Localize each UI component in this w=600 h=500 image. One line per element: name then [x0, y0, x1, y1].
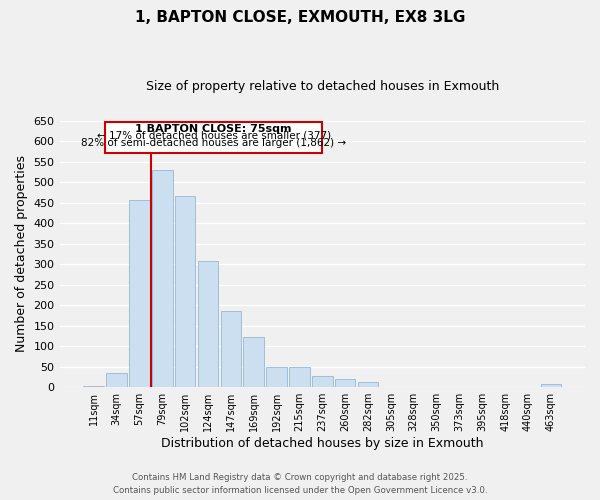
Bar — [83, 386, 104, 387]
Title: Size of property relative to detached houses in Exmouth: Size of property relative to detached ho… — [146, 80, 499, 93]
Text: ← 17% of detached houses are smaller (377): ← 17% of detached houses are smaller (37… — [97, 131, 331, 141]
Bar — [289, 366, 310, 387]
Bar — [266, 366, 287, 387]
Bar — [541, 384, 561, 387]
Text: 82% of semi-detached houses are larger (1,862) →: 82% of semi-detached houses are larger (… — [81, 138, 346, 148]
Bar — [358, 382, 378, 387]
Bar — [152, 170, 173, 387]
Text: Contains HM Land Registry data © Crown copyright and database right 2025.
Contai: Contains HM Land Registry data © Crown c… — [113, 474, 487, 495]
Bar — [129, 200, 150, 387]
Bar — [198, 261, 218, 387]
Text: 1, BAPTON CLOSE, EXMOUTH, EX8 3LG: 1, BAPTON CLOSE, EXMOUTH, EX8 3LG — [135, 10, 465, 25]
Y-axis label: Number of detached properties: Number of detached properties — [15, 156, 28, 352]
X-axis label: Distribution of detached houses by size in Exmouth: Distribution of detached houses by size … — [161, 437, 484, 450]
Text: 1 BAPTON CLOSE: 75sqm: 1 BAPTON CLOSE: 75sqm — [136, 124, 292, 134]
Bar — [335, 379, 355, 387]
Bar — [244, 337, 264, 387]
FancyBboxPatch shape — [105, 122, 322, 152]
Bar — [106, 373, 127, 387]
Bar — [221, 312, 241, 387]
Bar — [175, 196, 196, 387]
Bar — [312, 376, 332, 387]
